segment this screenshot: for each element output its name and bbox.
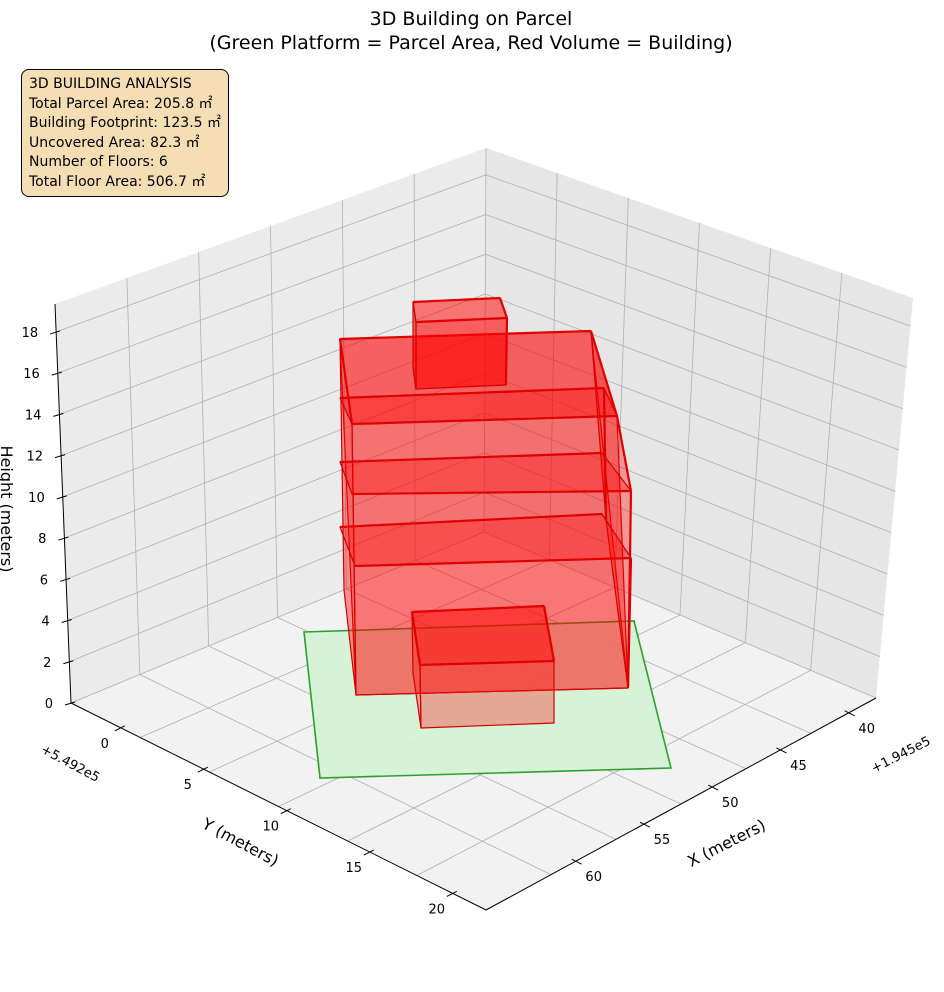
y-axis-line [70, 702, 487, 911]
y-tick-label: 20 [429, 902, 446, 917]
x-tick-mark [776, 747, 787, 754]
wall-grid-vertical-left [198, 251, 210, 647]
floor-edge-4b [339, 451, 603, 464]
z-tick-label: 0 [45, 697, 53, 712]
z-tick-mark [53, 412, 64, 417]
y-tick-mark [197, 766, 209, 773]
x-tick-label: 45 [790, 759, 807, 774]
z-tick-mark [61, 619, 72, 624]
rooftop-edge-right [498, 297, 509, 319]
z-axis-line [54, 303, 72, 704]
axis-lines [54, 303, 877, 911]
annex-edge-right [542, 605, 556, 662]
annex-front [419, 660, 555, 729]
info-floor-count: Number of Floors: 6 [29, 154, 168, 171]
annex-top [411, 605, 555, 666]
x-tick-mark [707, 784, 719, 791]
wall-grid-vertical-right [744, 247, 772, 643]
main-right-step-edge [615, 415, 633, 492]
x-axis-label: X (meters) [684, 815, 768, 871]
floor-edge-4 [351, 489, 632, 496]
right-wall-pane [484, 148, 913, 698]
wall-grid-vertical-left [270, 225, 278, 618]
annex-edge-front [419, 659, 555, 667]
info-building-footprint: Building Footprint: 123.5 ㎡ [29, 115, 222, 132]
main-inner-vertical-edge [602, 387, 608, 521]
z-tick-mark [63, 660, 74, 665]
x-axis-line [485, 697, 877, 911]
z-tick-label: 8 [38, 532, 46, 547]
annex-edge-left [410, 611, 422, 666]
floor-edge-3b [339, 512, 603, 529]
z-tick-mark [51, 371, 62, 376]
x-tick-mark [571, 858, 582, 865]
y-tick-mark [114, 725, 126, 732]
z-tick-mark [54, 454, 66, 459]
chart-title: 3D Building on Parcel [370, 8, 573, 30]
floor-edge-3 [354, 556, 632, 568]
rooftop-edge-back [412, 296, 501, 304]
z-axis-label: Height (meters) [0, 446, 16, 573]
z-tick-label: 6 [40, 573, 48, 588]
z-tick-mark [64, 701, 76, 706]
tick-layer: 0 2 4 6 8 10 12 14 16 18 40 45 50 55 60 0 5 10 15 20 [22, 326, 875, 918]
z-tick-label: 18 [22, 326, 39, 341]
y-tick-label: 0 [101, 737, 109, 752]
floor-edge-5 [351, 414, 618, 426]
z-tick-mark [49, 330, 61, 335]
x-tick-label: 55 [654, 833, 671, 848]
info-heading: 3D BUILDING ANALYSIS [29, 76, 192, 92]
z-tick-mark [58, 536, 69, 541]
floor-edge-5b [339, 386, 605, 400]
z-tick-label: 10 [28, 491, 45, 506]
info-uncovered-area: Uncovered Area: 82.3 ㎡ [29, 134, 200, 151]
main-left-edge-top [338, 338, 354, 425]
x-tick-label: 60 [585, 870, 602, 885]
z-tick-mark [59, 577, 71, 582]
y-tick-mark [363, 849, 375, 856]
chart-subtitle: (Green Platform = Parcel Area, Red Volum… [209, 32, 732, 54]
z-tick-label: 2 [43, 656, 51, 671]
x-axis-offset: +1.945e5 [869, 734, 933, 777]
wall-grid-vertical-left [341, 199, 347, 590]
annex-edge-back [411, 604, 545, 614]
x-tick-label: 50 [722, 796, 739, 811]
wall-grid-vertical-right [679, 222, 700, 616]
wall-grid-vertical-right [548, 172, 558, 560]
rooftop-unit-front [415, 317, 508, 390]
y-tick-mark [446, 890, 458, 897]
floor-grid-b [416, 669, 811, 876]
z-tick-label: 4 [41, 615, 49, 630]
wall-grid-vertical-left [126, 277, 141, 675]
x-tick-label: 40 [858, 722, 875, 737]
info-total-floor-area: Total Floor Area: 506.7 ㎡ [29, 173, 206, 190]
z-tick-label: 16 [23, 367, 40, 382]
x-tick-mark [844, 710, 855, 717]
y-tick-label: 10 [263, 820, 280, 835]
y-tick-label: 5 [184, 778, 192, 793]
analysis-info-box: 3D BUILDING ANALYSIS Total Parcel Area: … [21, 69, 229, 197]
y-tick-mark [280, 808, 292, 815]
rooftop-edge-front [415, 316, 508, 324]
wall-grid-vertical-right [614, 197, 629, 588]
main-top-right-edge [589, 330, 619, 417]
z-tick-label: 12 [27, 450, 44, 465]
x-tick-mark [639, 821, 651, 828]
building-layer [338, 296, 633, 729]
z-tick-mark [56, 495, 67, 500]
y-tick-label: 15 [346, 861, 363, 876]
main-right-lower-edge [626, 557, 633, 689]
info-parcel-area: Total Parcel Area: 205.8 ㎡ [29, 95, 213, 112]
rooftop-unit-side [412, 301, 417, 390]
z-tick-label: 14 [25, 408, 42, 423]
y-axis-offset: +5.492e5 [38, 742, 102, 785]
rooftop-edge-vertical [504, 317, 509, 386]
wall-grid-vertical-right [810, 272, 843, 671]
